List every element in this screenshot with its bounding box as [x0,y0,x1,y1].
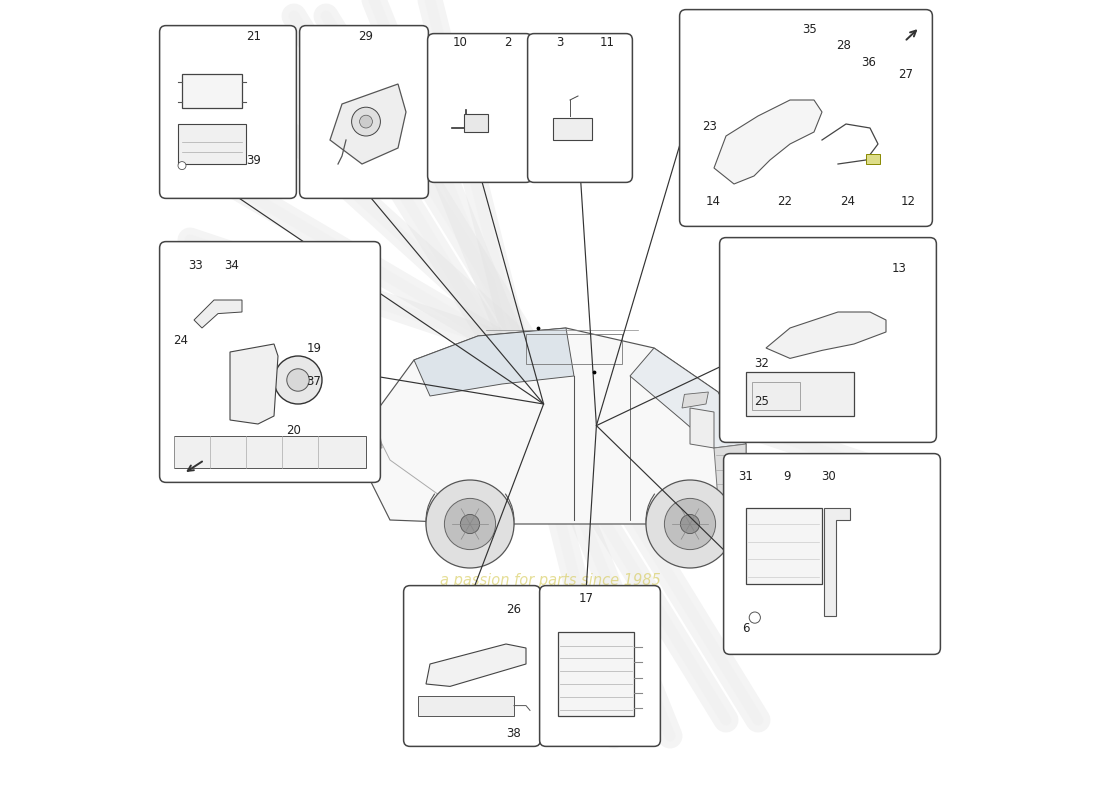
Polygon shape [714,444,746,500]
FancyBboxPatch shape [719,238,936,442]
Text: 23: 23 [703,120,717,133]
Text: 12: 12 [901,195,916,208]
Bar [746,508,822,584]
Circle shape [664,498,716,550]
Text: 25: 25 [754,395,769,408]
Bar [553,118,592,140]
Text: 20: 20 [287,424,301,437]
Text: 11: 11 [601,36,615,49]
Text: 21: 21 [246,30,262,42]
Text: 32: 32 [754,358,769,370]
Polygon shape [682,392,708,408]
Bar [866,154,880,164]
Text: 2: 2 [504,36,512,49]
Text: 10: 10 [453,36,468,49]
FancyBboxPatch shape [724,454,940,654]
Text: 30: 30 [821,470,836,482]
Bar [558,632,634,716]
Text: 3: 3 [556,36,563,49]
Text: 6: 6 [742,622,750,634]
FancyBboxPatch shape [680,10,933,226]
Bar [464,114,488,132]
Polygon shape [414,328,574,396]
Text: 13: 13 [892,262,907,274]
Circle shape [178,162,186,170]
Polygon shape [330,84,406,164]
Text: 31: 31 [738,470,754,482]
Circle shape [360,115,373,128]
FancyBboxPatch shape [428,34,532,182]
Polygon shape [230,344,278,424]
Text: 22: 22 [777,195,792,208]
Circle shape [646,480,734,568]
Polygon shape [690,408,714,448]
Text: 37: 37 [307,375,321,388]
FancyBboxPatch shape [540,586,660,746]
Text: 24: 24 [840,195,855,208]
Bar [418,696,514,716]
Text: 27: 27 [899,68,913,81]
Circle shape [461,514,480,534]
Circle shape [274,356,322,404]
Text: 24: 24 [173,334,188,346]
Circle shape [749,612,760,623]
Text: a passion for parts since 1985: a passion for parts since 1985 [440,573,660,587]
FancyBboxPatch shape [528,34,632,182]
Circle shape [287,369,309,391]
Text: 9: 9 [783,470,791,482]
Circle shape [426,480,514,568]
Bar [526,334,621,364]
Text: 26: 26 [506,603,521,616]
Bar [752,382,801,410]
FancyBboxPatch shape [299,26,428,198]
Bar [746,372,854,416]
Polygon shape [766,312,886,358]
Text: 34: 34 [224,259,239,272]
Bar [182,74,242,108]
Text: 35: 35 [803,23,817,36]
Polygon shape [714,100,822,184]
FancyBboxPatch shape [160,26,296,198]
FancyBboxPatch shape [404,586,540,746]
Polygon shape [194,300,242,328]
Text: 14: 14 [706,195,721,208]
Text: 28: 28 [836,39,851,52]
Polygon shape [366,422,382,448]
Circle shape [681,514,700,534]
Polygon shape [426,644,526,686]
Text: 29: 29 [359,30,374,42]
Polygon shape [630,348,746,448]
Text: 38: 38 [507,727,521,740]
Text: 33: 33 [188,259,204,272]
Text: 39: 39 [246,154,262,166]
Bar [178,124,246,164]
Circle shape [444,498,496,550]
Polygon shape [174,436,366,468]
Circle shape [352,107,381,136]
Text: 19: 19 [307,342,321,354]
Text: 36: 36 [861,56,876,69]
Text: 17: 17 [579,592,594,605]
Polygon shape [366,328,746,524]
FancyBboxPatch shape [160,242,381,482]
Polygon shape [824,508,850,616]
